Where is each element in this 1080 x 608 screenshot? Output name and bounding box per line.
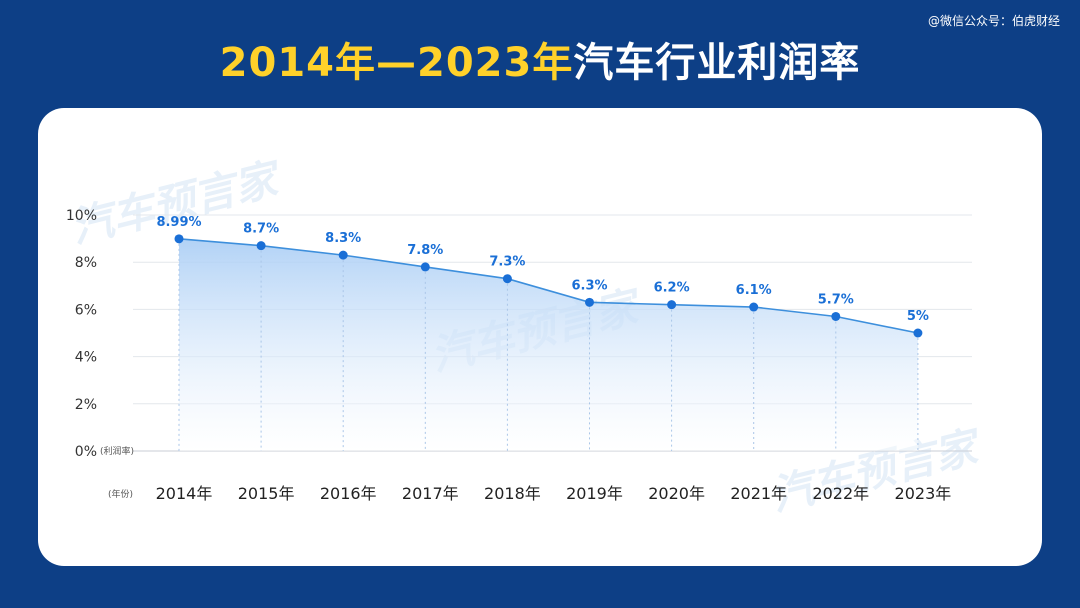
source-credit: @微信公众号：伯虎财经 bbox=[927, 14, 1060, 28]
data-label: 6.2% bbox=[654, 281, 690, 296]
title-highlight: 2014年—2023年 bbox=[219, 40, 574, 86]
x-tick-label: 2022年 bbox=[812, 484, 869, 503]
data-label: 5% bbox=[907, 309, 929, 324]
title-main: 汽车行业利润率 bbox=[573, 40, 861, 86]
x-tick-label: 2018年 bbox=[484, 484, 541, 503]
data-point bbox=[913, 328, 923, 338]
data-point bbox=[831, 311, 841, 321]
data-point bbox=[749, 302, 759, 312]
data-label: 7.3% bbox=[489, 255, 525, 270]
y-tick-label: 6% bbox=[75, 302, 97, 318]
y-axis-label: (利润率) bbox=[100, 445, 134, 457]
x-tick-label: 2023年 bbox=[895, 484, 952, 503]
x-tick-label: 2016年 bbox=[320, 484, 377, 503]
x-tick-label: 2014年 bbox=[156, 484, 213, 503]
data-point bbox=[256, 241, 266, 251]
data-point bbox=[338, 250, 348, 260]
data-point bbox=[174, 234, 184, 244]
page-title: 2014年—2023年汽车行业利润率 bbox=[0, 30, 1080, 88]
y-tick-label: 2% bbox=[75, 397, 97, 413]
x-tick-label: 2017年 bbox=[402, 484, 459, 503]
data-point bbox=[667, 300, 677, 310]
data-label: 8.99% bbox=[156, 215, 201, 230]
data-label: 6.1% bbox=[736, 283, 772, 298]
series-line bbox=[178, 238, 919, 334]
x-tick-label: 2015年 bbox=[238, 484, 295, 503]
data-label: 5.7% bbox=[818, 292, 854, 307]
data-point bbox=[585, 297, 594, 307]
data-label: 6.3% bbox=[571, 278, 607, 293]
data-point bbox=[420, 262, 430, 272]
y-tick-label: 10% bbox=[66, 208, 97, 224]
y-tick-label: 8% bbox=[75, 255, 97, 271]
x-tick-label: 2019年 bbox=[566, 484, 623, 503]
data-point bbox=[502, 274, 512, 284]
data-label: 8.7% bbox=[243, 222, 279, 237]
y-tick-label: 4% bbox=[75, 350, 97, 366]
y-tick-label: 0% bbox=[75, 444, 97, 460]
x-tick-label: 2020年 bbox=[648, 484, 705, 503]
x-axis-label: (年份) bbox=[108, 488, 133, 500]
x-tick-label: 2021年 bbox=[730, 484, 787, 503]
data-label: 8.3% bbox=[325, 231, 361, 246]
data-label: 7.8% bbox=[407, 243, 443, 258]
area-fill bbox=[179, 238, 918, 451]
